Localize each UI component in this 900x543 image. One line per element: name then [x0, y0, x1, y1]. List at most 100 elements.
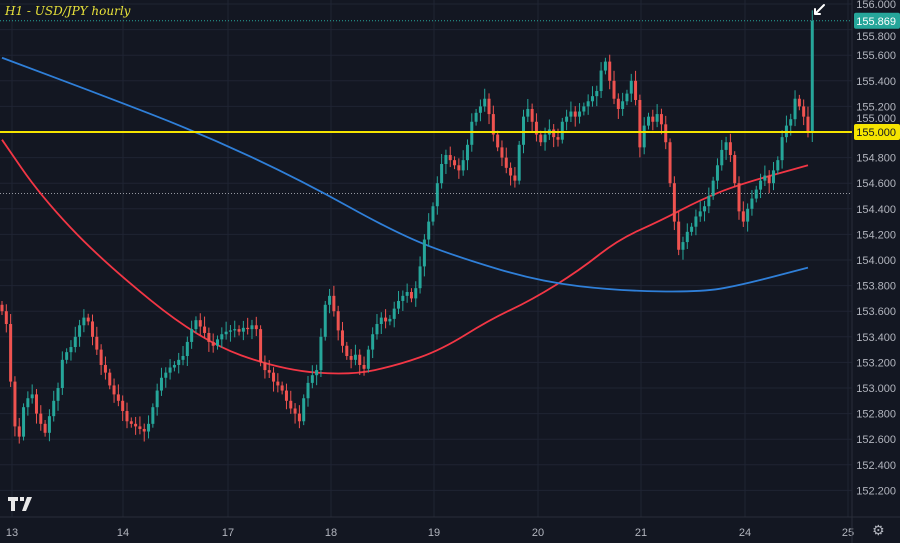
candle-body	[26, 398, 30, 408]
gear-icon[interactable]: ⚙	[872, 523, 885, 539]
candle-body	[86, 317, 90, 322]
candle-body	[647, 116, 650, 126]
candle-body	[358, 354, 362, 365]
candle-body	[99, 349, 103, 365]
candle-body	[750, 198, 754, 209]
candle-body	[418, 266, 422, 289]
chart-title: H1 - USD/JPY hourly	[5, 4, 131, 18]
x-tick-label: 13	[6, 527, 18, 539]
candle-body	[0, 304, 4, 312]
candle-body	[586, 101, 590, 107]
candle-body	[332, 295, 336, 312]
candle-body	[431, 206, 435, 222]
candle-body	[362, 364, 366, 369]
candle-body	[595, 91, 599, 97]
candle-body	[453, 160, 457, 166]
candle-body	[470, 121, 474, 145]
tradingview-logo	[8, 497, 32, 511]
candle-body	[340, 330, 344, 346]
candle-body	[759, 180, 763, 190]
candle-body	[220, 334, 224, 340]
candle-body	[703, 206, 707, 212]
candle-body	[293, 408, 297, 414]
x-tick-label: 14	[117, 527, 129, 539]
last-price-badge	[854, 12, 900, 29]
candle-body	[478, 106, 482, 113]
candle-body	[797, 98, 801, 107]
candle-body	[353, 354, 357, 360]
candle-body	[504, 157, 508, 168]
candle-body	[590, 96, 594, 102]
candle-body	[323, 304, 327, 337]
candle-body	[681, 242, 685, 250]
candle-body	[530, 108, 534, 122]
candle-body	[276, 381, 280, 386]
candle-body	[539, 134, 543, 143]
candle-body	[582, 106, 586, 112]
candle-body	[483, 98, 487, 107]
candle-body	[151, 407, 155, 424]
arrow-icon	[814, 4, 825, 15]
candle-body	[267, 370, 271, 373]
candle-body	[289, 400, 293, 409]
candle-body	[491, 114, 495, 135]
candle-body	[233, 329, 237, 331]
x-tick-label: 21	[635, 527, 647, 539]
candle-body	[56, 388, 60, 401]
candle-body	[203, 326, 207, 333]
candle-body	[569, 111, 573, 117]
candle-body	[621, 101, 625, 109]
candle-body	[147, 423, 151, 432]
candle-body	[603, 61, 607, 71]
y-tick-label: 155.000	[856, 113, 896, 125]
candle-body	[690, 226, 694, 232]
candle-body	[181, 356, 185, 360]
candle-body	[216, 339, 219, 346]
candle-body	[616, 98, 620, 109]
candle-body	[608, 61, 612, 81]
candle-body	[190, 329, 194, 342]
candle-body	[573, 111, 577, 117]
candle-body	[73, 336, 77, 348]
candle-body	[91, 321, 95, 337]
candle-body	[254, 325, 258, 330]
candle-body	[34, 394, 38, 414]
y-tick-label: 152.600	[856, 434, 896, 446]
candle-body	[465, 144, 469, 161]
candle-body	[806, 116, 810, 132]
candle-body	[306, 382, 310, 399]
candle-body	[142, 428, 146, 432]
y-tick-label: 152.400	[856, 460, 896, 472]
y-tick-label: 155.800	[856, 31, 896, 43]
candle-body	[319, 336, 323, 371]
candle-body	[672, 183, 676, 222]
candle-body	[560, 121, 564, 140]
candle-body	[638, 100, 642, 148]
candle-body	[39, 413, 43, 424]
candle-body	[17, 426, 21, 437]
candle-body	[246, 327, 250, 330]
candle-body	[767, 175, 771, 184]
candle-body	[103, 364, 107, 373]
candle-body	[534, 121, 538, 135]
candle-body	[565, 116, 569, 122]
candle-body	[315, 370, 319, 376]
moving-average-line	[1, 56, 809, 293]
candle-body	[272, 372, 276, 382]
candle-body	[263, 362, 267, 371]
y-tick-label: 154.400	[856, 204, 896, 216]
candle-body	[328, 295, 332, 305]
candle-body	[211, 341, 215, 346]
candle-body	[366, 349, 370, 369]
candle-body	[125, 411, 129, 422]
y-tick-label: 155.400	[856, 76, 896, 88]
candle-body	[60, 359, 64, 388]
candle-body	[302, 398, 306, 422]
candle-body	[185, 341, 189, 356]
candle-body	[22, 407, 26, 437]
candle-body	[397, 300, 401, 309]
candle-body	[522, 116, 526, 145]
candle-body	[457, 165, 461, 171]
candle-body	[155, 390, 159, 408]
